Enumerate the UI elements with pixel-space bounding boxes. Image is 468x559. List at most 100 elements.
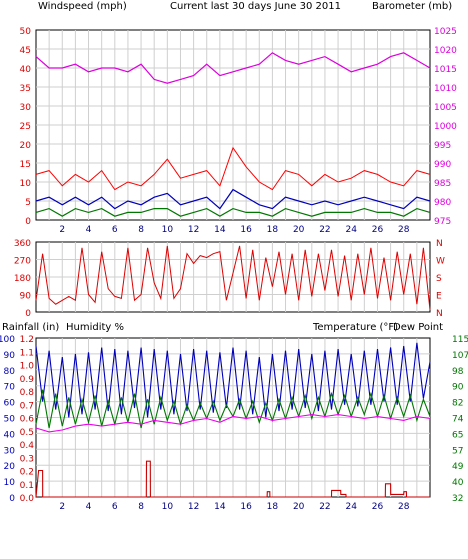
barometer-tick-label: 1000 <box>434 122 457 132</box>
day-tick-label: 4 <box>86 225 92 235</box>
series-wind_avg <box>35 188 431 210</box>
humidity-tick-label: 90 <box>4 351 16 361</box>
compass-tick-label: E <box>436 292 442 302</box>
series-humidity <box>35 342 431 418</box>
series-rainfall <box>35 460 430 498</box>
rainfall-tick-label: 0.5 <box>20 428 34 438</box>
humidity-tick-label: 50 <box>4 415 16 425</box>
rainfall-tick-label: 0.8 <box>20 388 35 398</box>
temperature-tick-label: 49 <box>452 462 464 472</box>
series-dewpoint <box>35 414 431 433</box>
day-tick-label: 28 <box>398 225 410 235</box>
chart-panels: 5045403530252015105010251020101510101005… <box>0 27 468 512</box>
day-tick-label: 14 <box>214 502 226 512</box>
temperature-tick-label: 57 <box>452 446 463 456</box>
barometer-tick-label: 995 <box>434 141 451 151</box>
humidity-tick-label: 20 <box>4 462 16 472</box>
series-wind_gust <box>35 146 431 191</box>
humidity-tick-label: 10 <box>4 478 16 488</box>
day-tick-label: 18 <box>267 502 279 512</box>
day-tick-label: 20 <box>293 225 305 235</box>
humidity-tick-label: 30 <box>4 446 16 456</box>
day-tick-label: 2 <box>59 225 65 235</box>
compass-tick-label: W <box>436 257 445 267</box>
rainfall-axis-title: Rainfall (in) <box>2 322 59 333</box>
direction-tick-label: 0 <box>25 309 31 319</box>
direction-tick-label: 180 <box>14 274 31 284</box>
rainfall-tick-label: 1.1 <box>20 348 34 358</box>
temperature-tick-label: 98 <box>452 367 464 377</box>
day-tick-label: 16 <box>240 502 252 512</box>
windspeed-tick-label: 30 <box>20 103 32 113</box>
barometer-tick-label: 1025 <box>434 27 457 37</box>
day-tick-label: 22 <box>319 225 330 235</box>
compass-tick-label: N <box>436 239 443 249</box>
day-tick-label: 8 <box>138 502 144 512</box>
day-tick-label: 12 <box>188 502 199 512</box>
day-tick-label: 16 <box>240 225 252 235</box>
barometer-tick-label: 990 <box>434 160 451 170</box>
windspeed-tick-label: 5 <box>25 198 31 208</box>
rainfall-tick-label: 0.0 <box>20 494 35 504</box>
temperature-axis-title: Temperature (°F) <box>312 322 398 333</box>
windspeed-tick-label: 10 <box>20 179 32 189</box>
temperature-tick-label: 107 <box>452 351 468 361</box>
windspeed-tick-label: 0 <box>25 217 31 227</box>
temperature-tick-label: 40 <box>452 478 464 488</box>
windspeed-tick-label: 25 <box>20 122 31 132</box>
barometer-tick-label: 985 <box>434 179 451 189</box>
windspeed-tick-label: 40 <box>20 65 32 75</box>
windspeed-axis-title: Windspeed (mph) <box>38 1 127 12</box>
rainfall-tick-label: 0.1 <box>20 481 34 491</box>
day-tick-label: 28 <box>398 502 410 512</box>
rainfall-tick-label: 0.6 <box>20 415 35 425</box>
barometer-tick-label: 1010 <box>434 84 457 94</box>
barometer-tick-label: 1005 <box>434 103 457 113</box>
windspeed-tick-label: 50 <box>20 27 32 37</box>
day-tick-label: 14 <box>214 225 226 235</box>
compass-tick-label: S <box>436 274 442 284</box>
humidity-tick-label: 60 <box>4 399 16 409</box>
day-tick-label: 6 <box>112 502 118 512</box>
series-wind_min <box>35 207 431 217</box>
barometer-tick-label: 1015 <box>434 65 457 75</box>
humidity-tick-label: 70 <box>4 383 16 393</box>
barometer-tick-label: 975 <box>434 217 451 227</box>
day-tick-label: 26 <box>372 225 384 235</box>
windspeed-tick-label: 35 <box>20 84 31 94</box>
day-tick-label: 12 <box>188 225 199 235</box>
rainfall-tick-label: 0.3 <box>20 454 34 464</box>
rainfall-tick-label: 0.4 <box>20 441 35 451</box>
dewpoint-axis-title: Dew Point <box>393 322 443 333</box>
barometer-tick-label: 1020 <box>434 46 457 56</box>
day-tick-label: 6 <box>112 225 118 235</box>
day-tick-label: 10 <box>162 225 174 235</box>
day-tick-label: 24 <box>345 502 357 512</box>
temperature-tick-label: 74 <box>452 415 464 425</box>
windspeed-tick-label: 45 <box>20 46 31 56</box>
temperature-tick-label: 82 <box>452 399 463 409</box>
humidity-tick-label: 40 <box>4 430 16 440</box>
humidity-axis-title: Humidity % <box>66 322 124 333</box>
day-tick-label: 10 <box>162 502 174 512</box>
day-tick-label: 26 <box>372 502 384 512</box>
rainfall-tick-label: 1.0 <box>20 362 35 372</box>
day-tick-label: 22 <box>319 502 330 512</box>
humidity-tick-label: 100 <box>0 335 15 345</box>
series-barometer <box>35 52 431 84</box>
direction-tick-label: 270 <box>14 257 31 267</box>
temperature-tick-label: 32 <box>452 494 463 504</box>
direction-tick-label: 360 <box>14 239 31 249</box>
day-tick-label: 4 <box>86 502 92 512</box>
day-tick-label: 18 <box>267 225 279 235</box>
barometer-axis-title: Barometer (mb) <box>372 1 452 12</box>
barometer-tick-label: 980 <box>434 198 451 208</box>
direction-tick-label: 90 <box>20 292 32 302</box>
day-tick-label: 20 <box>293 502 305 512</box>
rainfall-tick-label: 0.2 <box>20 468 34 478</box>
rainfall-tick-label: 0.9 <box>20 375 35 385</box>
temperature-tick-label: 115 <box>452 335 468 345</box>
day-tick-label: 24 <box>345 225 357 235</box>
